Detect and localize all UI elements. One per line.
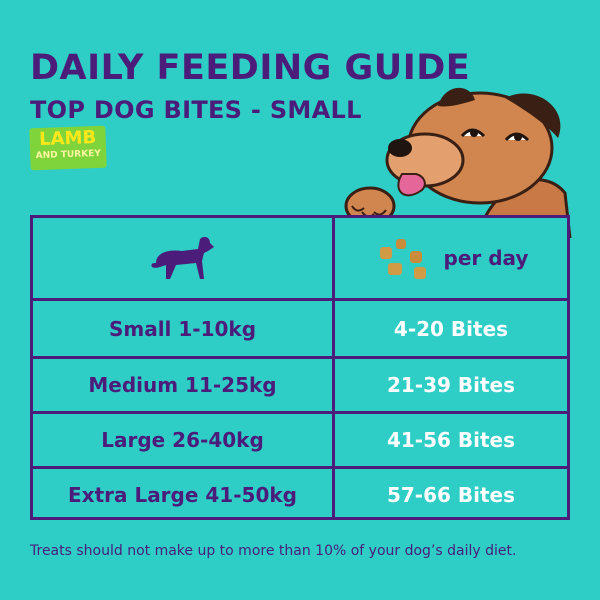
bites-cell: 57-66 Bites bbox=[386, 482, 516, 507]
flavour-badge: LAMB AND TURKEY bbox=[29, 125, 107, 171]
table-row: Small 1-10kg 4-20 Bites bbox=[33, 298, 567, 356]
table-row: Extra Large 41-50kg 57-66 Bites bbox=[33, 466, 567, 520]
per-day-label: per day bbox=[443, 246, 529, 270]
dog-size-cell: Small 1-10kg bbox=[33, 301, 335, 356]
footnote-text: Treats should not make up to more than 1… bbox=[30, 543, 517, 559]
treat-bites-icon bbox=[379, 239, 426, 279]
dog-size-cell: Extra Large 41-50kg bbox=[33, 469, 335, 520]
dog-silhouette-icon bbox=[150, 236, 214, 279]
dog-size-cell: Medium 11-25kg bbox=[33, 359, 335, 411]
bites-cell: 41-56 Bites bbox=[386, 428, 516, 452]
badge-line2: AND TURKEY bbox=[35, 148, 101, 162]
page-title: DAILY FEEDING GUIDE bbox=[30, 48, 471, 88]
badge-line1: LAMB bbox=[38, 127, 97, 150]
dog-size-cell: Large 26-40kg bbox=[33, 414, 335, 466]
dog-size-header bbox=[33, 218, 335, 298]
dog-illustration bbox=[344, 87, 572, 238]
bites-cell: 4-20 Bites bbox=[393, 316, 509, 341]
table-header-row: per day bbox=[33, 218, 567, 298]
page-subtitle: TOP DOG BITES - SMALL bbox=[30, 96, 362, 124]
table-row: Large 26-40kg 41-56 Bites bbox=[33, 411, 567, 466]
feeding-table: per day Small 1-10kg 4-20 Bites Medium 1… bbox=[30, 215, 570, 520]
table-row: Medium 11-25kg 21-39 Bites bbox=[33, 356, 567, 411]
bites-cell: 21-39 Bites bbox=[386, 373, 516, 397]
per-day-header: per day bbox=[335, 218, 567, 298]
